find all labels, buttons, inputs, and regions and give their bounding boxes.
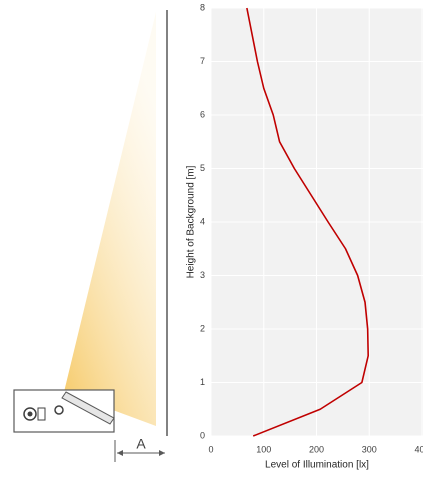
luminaire-part xyxy=(28,412,33,417)
y-tick-label: 1 xyxy=(200,377,205,387)
y-axis-title: Height of Background [m] xyxy=(186,165,197,278)
y-tick-label: 5 xyxy=(200,163,205,173)
x-tick-label: 200 xyxy=(309,444,324,454)
arrowhead xyxy=(159,450,165,456)
x-tick-label: 400 xyxy=(414,444,423,454)
x-tick-label: 100 xyxy=(256,444,271,454)
y-tick-label: 7 xyxy=(200,56,205,66)
y-tick-label: 2 xyxy=(200,323,205,333)
y-tick-label: 0 xyxy=(200,430,205,440)
y-tick-label: 8 xyxy=(200,2,205,12)
y-tick-label: 3 xyxy=(200,270,205,280)
dimension-label: A xyxy=(136,436,146,452)
x-tick-label: 0 xyxy=(208,444,213,454)
x-tick-label: 300 xyxy=(362,444,377,454)
figure: A Level of Illumination [lx] Height of B… xyxy=(0,0,423,479)
x-axis-title: Level of Illumination [lx] xyxy=(265,460,369,471)
light-beam xyxy=(64,12,156,426)
y-tick-label: 6 xyxy=(200,109,205,119)
illustration: A xyxy=(14,10,167,462)
y-tick-label: 4 xyxy=(200,216,205,226)
arrowhead xyxy=(117,450,123,456)
